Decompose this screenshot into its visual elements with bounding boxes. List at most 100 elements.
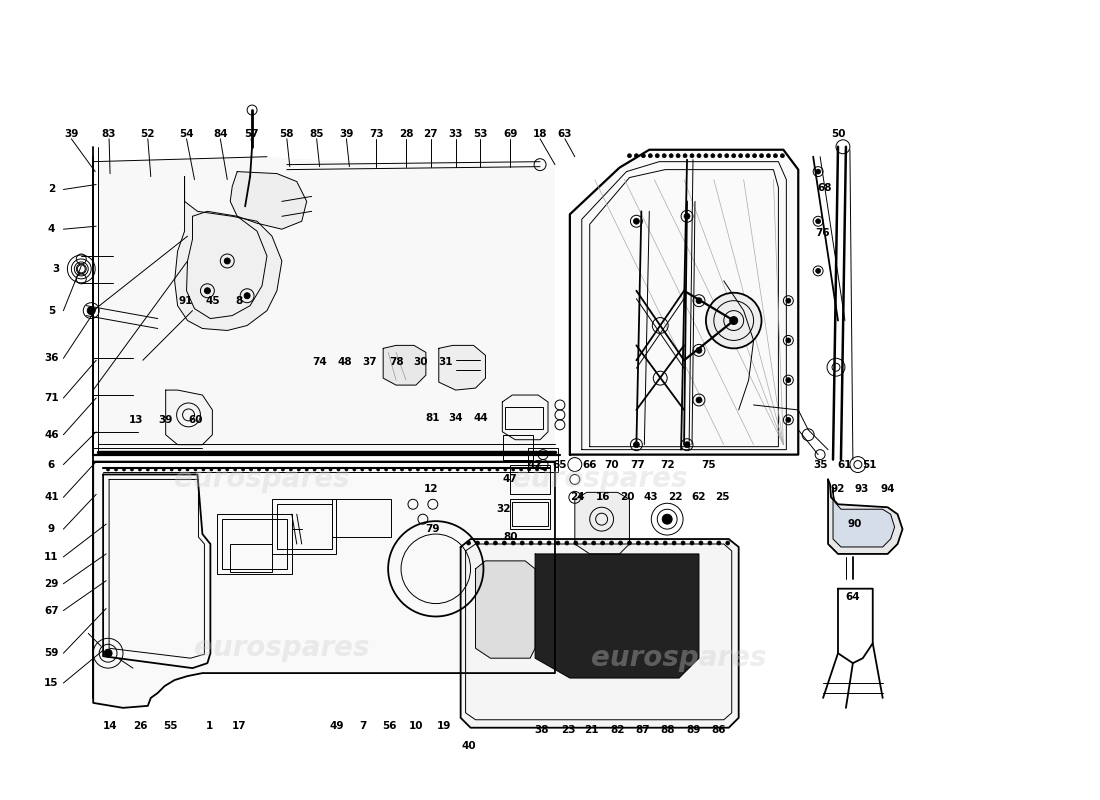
Circle shape <box>205 288 210 294</box>
Circle shape <box>337 468 340 471</box>
Text: 74: 74 <box>312 358 327 367</box>
Circle shape <box>503 541 506 545</box>
Circle shape <box>654 541 658 545</box>
Text: 42: 42 <box>528 459 542 470</box>
Circle shape <box>224 258 230 264</box>
Polygon shape <box>98 157 556 450</box>
Circle shape <box>656 154 659 158</box>
Text: 16: 16 <box>595 492 609 502</box>
Circle shape <box>528 468 530 471</box>
Text: 33: 33 <box>449 129 463 139</box>
Circle shape <box>690 154 694 158</box>
Circle shape <box>87 306 96 314</box>
Text: 44: 44 <box>473 413 488 423</box>
Circle shape <box>297 468 300 471</box>
Circle shape <box>512 541 515 545</box>
Text: 37: 37 <box>362 358 376 367</box>
Text: 63: 63 <box>558 129 572 139</box>
Text: 47: 47 <box>503 474 518 485</box>
Text: 56: 56 <box>382 721 396 730</box>
Text: 39: 39 <box>339 129 353 139</box>
Text: 55: 55 <box>164 721 178 730</box>
Text: 34: 34 <box>449 413 463 423</box>
Circle shape <box>289 468 293 471</box>
Text: 39: 39 <box>64 129 78 139</box>
Text: eurospares: eurospares <box>174 466 350 494</box>
Circle shape <box>448 468 451 471</box>
Text: 61: 61 <box>838 459 853 470</box>
Text: 48: 48 <box>337 358 352 367</box>
Circle shape <box>494 541 497 545</box>
Circle shape <box>329 468 332 471</box>
Circle shape <box>780 154 784 158</box>
Circle shape <box>178 468 182 471</box>
Text: 53: 53 <box>473 129 487 139</box>
Circle shape <box>681 541 685 545</box>
Text: 11: 11 <box>44 552 58 562</box>
Text: 31: 31 <box>439 358 453 367</box>
Text: 81: 81 <box>426 413 440 423</box>
Polygon shape <box>383 346 426 385</box>
Circle shape <box>393 468 396 471</box>
Text: 39: 39 <box>158 415 173 425</box>
Circle shape <box>170 468 173 471</box>
Circle shape <box>250 468 253 471</box>
Text: 57: 57 <box>244 129 258 139</box>
Circle shape <box>729 317 738 325</box>
Text: 60: 60 <box>188 415 202 425</box>
Circle shape <box>739 154 742 158</box>
Circle shape <box>725 154 728 158</box>
Circle shape <box>475 541 480 545</box>
Text: 40: 40 <box>461 741 476 750</box>
Bar <box>222 519 287 569</box>
Text: 1: 1 <box>206 721 213 730</box>
Circle shape <box>547 541 551 545</box>
Text: 93: 93 <box>855 484 869 494</box>
Text: 54: 54 <box>179 129 194 139</box>
Text: 10: 10 <box>409 721 424 730</box>
Polygon shape <box>475 561 535 658</box>
Text: 8: 8 <box>235 296 243 306</box>
Circle shape <box>676 154 680 158</box>
Circle shape <box>425 468 428 471</box>
Circle shape <box>529 541 534 545</box>
Text: 94: 94 <box>880 484 895 494</box>
Text: eurospares: eurospares <box>592 644 767 672</box>
Bar <box>513 502 548 526</box>
Circle shape <box>345 468 348 471</box>
Circle shape <box>543 468 547 471</box>
Polygon shape <box>535 554 698 678</box>
Polygon shape <box>439 346 485 390</box>
Circle shape <box>648 154 652 158</box>
Circle shape <box>257 468 261 471</box>
Text: 73: 73 <box>368 129 384 139</box>
Circle shape <box>484 541 488 545</box>
Text: 64: 64 <box>846 592 860 602</box>
Text: 17: 17 <box>232 721 246 730</box>
Text: 41: 41 <box>44 492 58 502</box>
Bar <box>510 499 550 529</box>
Circle shape <box>601 541 605 545</box>
Text: 82: 82 <box>610 725 625 734</box>
Text: 58: 58 <box>279 129 294 139</box>
Circle shape <box>368 468 372 471</box>
Circle shape <box>627 541 631 545</box>
Text: 86: 86 <box>712 725 726 734</box>
Bar <box>272 499 337 554</box>
Circle shape <box>732 154 736 158</box>
Circle shape <box>592 541 596 545</box>
Text: 89: 89 <box>686 725 701 734</box>
Circle shape <box>385 468 387 471</box>
Bar <box>218 514 292 574</box>
Circle shape <box>242 468 244 471</box>
Text: 18: 18 <box>532 129 548 139</box>
Circle shape <box>697 154 701 158</box>
Circle shape <box>690 541 694 545</box>
Circle shape <box>154 468 157 471</box>
Circle shape <box>767 154 770 158</box>
Text: 9: 9 <box>48 524 55 534</box>
Circle shape <box>408 468 411 471</box>
Circle shape <box>662 514 672 524</box>
Text: 30: 30 <box>414 358 428 367</box>
Text: 21: 21 <box>584 725 600 734</box>
